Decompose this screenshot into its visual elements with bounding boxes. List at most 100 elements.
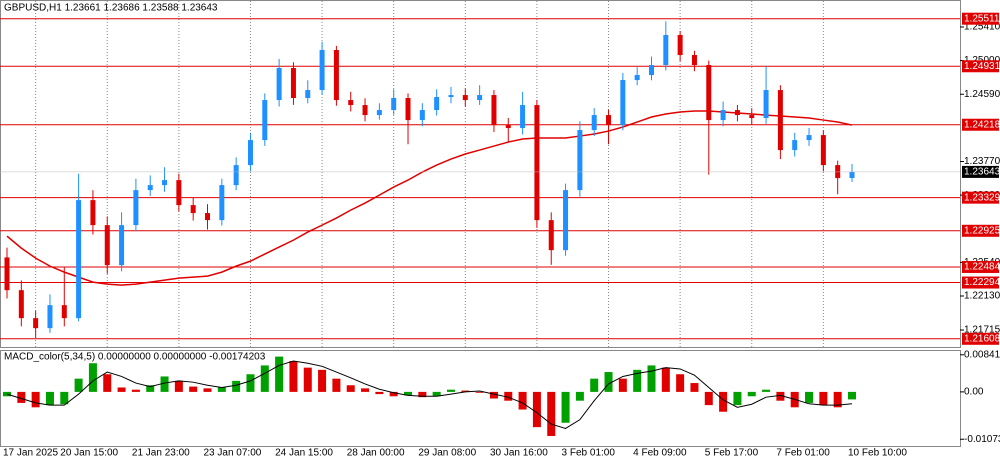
macd-bar [819, 391, 828, 406]
signal-line [6, 360, 853, 430]
y-tick-label: 1.22130 [964, 291, 1000, 302]
candle-body [520, 105, 526, 129]
y-tick-label: 1.23770 [964, 156, 1000, 167]
macd-bar [518, 391, 527, 410]
x-tick-label: 7 Feb 01:00 [776, 448, 830, 459]
macd-bar [575, 391, 584, 401]
level-label-box [962, 60, 999, 73]
macd-bar [704, 391, 713, 406]
candle-body [820, 135, 826, 166]
macd-bar [561, 391, 570, 423]
candle-body [792, 140, 798, 151]
macd-bar [45, 391, 54, 406]
macd-bar [805, 391, 814, 403]
macd-bar [88, 363, 97, 392]
macd-bar [117, 387, 126, 392]
candle-body [147, 185, 153, 191]
macd-bar [203, 388, 212, 392]
macd-bar [418, 391, 427, 398]
level-label: 1.22294 [964, 277, 1000, 288]
candle-body [176, 180, 182, 206]
candle-body [205, 213, 211, 221]
chart-title: GBPUSD,H1 1.23661 1.23686 1.23588 1.2364… [4, 3, 218, 14]
macd-bar [475, 391, 484, 393]
macd-bar [762, 389, 771, 392]
candle-body [419, 110, 425, 121]
x-tick-label: 4 Feb 09:00 [633, 448, 687, 459]
x-tick-label: 17 Jan 2025 [3, 448, 58, 459]
candle-body [648, 65, 654, 76]
macd-bar [275, 356, 284, 392]
candle-body [133, 190, 139, 226]
candle-body [4, 257, 10, 291]
candle-body [319, 50, 325, 91]
macd-bar [618, 378, 627, 392]
candle-body [362, 105, 368, 116]
x-tick-label: 5 Feb 17:00 [705, 448, 759, 459]
candle-body [763, 90, 769, 119]
macd-bar [590, 378, 599, 392]
level-label: 1.21608 [964, 333, 1000, 344]
last-price-box [962, 165, 999, 178]
y-tick-label: 0.0084161 [964, 349, 1000, 360]
candle-body [505, 125, 511, 129]
x-tick-label: 21 Jan 23:00 [132, 448, 190, 459]
candle-body [119, 225, 125, 266]
candle-body [219, 185, 225, 221]
candle-body [835, 165, 841, 179]
candle-body [233, 165, 239, 186]
macd-bar [103, 374, 112, 392]
candle-body [61, 305, 67, 319]
candle-body [90, 200, 96, 226]
macd-bar [719, 391, 728, 412]
macd-bar [346, 385, 355, 392]
candle-body [333, 50, 339, 101]
macd-bar [690, 383, 699, 392]
candle-body [33, 318, 39, 329]
level-label-box [962, 191, 999, 204]
macd-bar [303, 367, 312, 392]
candle-body [434, 97, 440, 111]
macd-bar [633, 369, 642, 392]
macd-bar [160, 376, 169, 392]
candle-body [391, 98, 397, 111]
macd-bar [532, 391, 541, 428]
candle-body [606, 115, 612, 126]
macd-bar [361, 388, 370, 392]
level-label-box [962, 118, 999, 131]
macd-panel-frame [0, 350, 961, 447]
candle-body [262, 100, 268, 141]
macd-bar [432, 391, 441, 397]
macd-bar [74, 378, 83, 392]
candle-body [247, 140, 253, 166]
y-tick-label: -0.0107381 [964, 434, 1000, 445]
candle-body [691, 55, 697, 66]
candle-body [706, 65, 712, 121]
candle-body [491, 95, 497, 126]
candle-body [348, 100, 354, 106]
macd-bar [389, 391, 398, 397]
x-tick-label: 28 Jan 00:00 [347, 448, 405, 459]
candle-body [190, 205, 196, 214]
candle-body [462, 95, 468, 101]
candle-body [663, 35, 669, 66]
candle-body [591, 115, 597, 131]
macd-bar [461, 390, 470, 392]
macd-bar [17, 391, 26, 403]
macd-bar [647, 365, 656, 392]
x-tick-label: 23 Jan 07:00 [204, 448, 262, 459]
y-tick-label: 0.00 [964, 387, 984, 398]
candle-body [577, 130, 583, 191]
macd-bar [60, 391, 69, 405]
x-tick-label: 3 Feb 01:00 [562, 448, 616, 459]
candle-body [620, 80, 626, 126]
macd-bar [375, 391, 384, 395]
y-tick-label: 1.25410 [964, 22, 1000, 33]
candle-body [777, 90, 783, 151]
macd-bar [246, 374, 255, 392]
macd-bar [547, 391, 556, 436]
candle-body [720, 110, 726, 121]
candle-body [634, 75, 640, 81]
level-label: 1.24931 [964, 61, 1000, 72]
